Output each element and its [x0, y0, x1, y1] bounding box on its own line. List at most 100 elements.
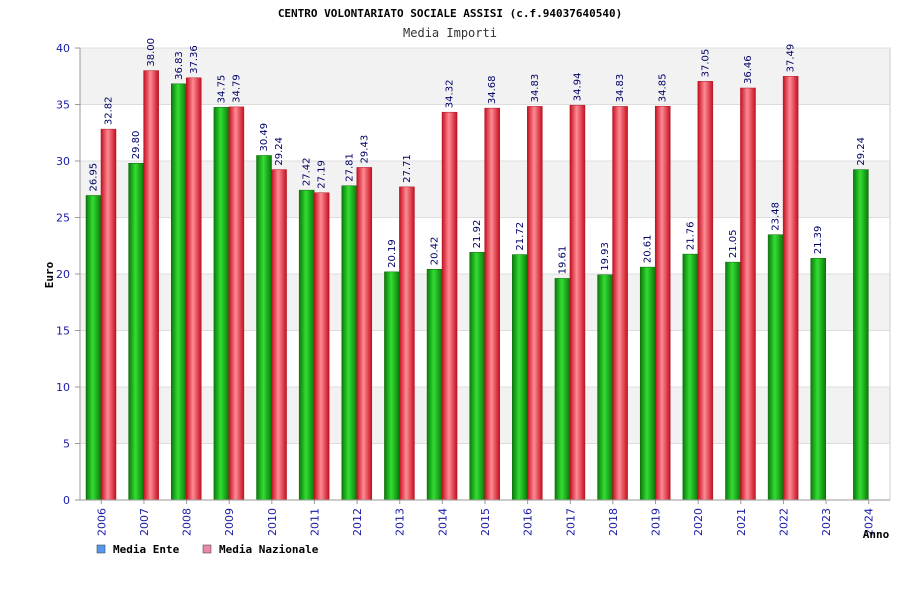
x-tick-label-2020: 2020 — [692, 508, 705, 536]
data-label-ente-2014: 20.42 — [430, 237, 441, 266]
bar-nazionale-2021 — [740, 87, 756, 501]
data-label-ente-2016: 21.72 — [515, 222, 526, 251]
y-tick-label: 10 — [56, 381, 70, 394]
bar-nazionale-2007 — [143, 70, 159, 501]
x-tick-label-2007: 2007 — [138, 508, 151, 536]
bar-nazionale-2022 — [782, 76, 799, 501]
x-tick-label-2013: 2013 — [394, 508, 407, 536]
bar-ente-2011 — [298, 189, 315, 501]
data-label-nazionale-2008: 37.36 — [189, 45, 200, 74]
y-tick-label: 30 — [56, 155, 70, 168]
y-axis-label: Euro — [43, 261, 56, 288]
x-axis-label: Anno — [863, 528, 890, 541]
data-label-ente-2006: 26.95 — [89, 163, 100, 192]
bar-ente-2016 — [512, 254, 528, 501]
bar-nazionale-2006 — [100, 128, 117, 501]
data-label-ente-2020: 21.76 — [685, 221, 696, 250]
y-tick-label: 20 — [56, 268, 70, 281]
x-tick-label-2010: 2010 — [266, 508, 279, 536]
data-label-ente-2024: 29.24 — [856, 137, 867, 166]
y-tick-label: 40 — [56, 42, 70, 55]
bar-nazionale-2020 — [697, 81, 714, 501]
x-tick-label-2014: 2014 — [436, 508, 449, 536]
data-label-nazionale-2011: 27.19 — [317, 160, 328, 189]
data-label-ente-2012: 27.81 — [344, 153, 355, 182]
y-tick-label: 35 — [56, 99, 70, 112]
data-label-ente-2018: 19.93 — [600, 242, 611, 271]
y-tick-label: 15 — [56, 325, 70, 338]
bar-nazionale-2009 — [228, 106, 245, 501]
chart-title: CENTRO VOLONTARIATO SOCIALE ASSISI (c.f.… — [278, 7, 622, 20]
x-tick-label-2019: 2019 — [650, 508, 663, 536]
bar-ente-2012 — [341, 185, 358, 501]
bar-ente-2024 — [853, 169, 869, 501]
x-tick-label-2024: 2024 — [863, 508, 876, 536]
data-label-nazionale-2019: 34.85 — [658, 74, 669, 103]
x-tick-label-2017: 2017 — [564, 508, 577, 536]
bar-ente-2021 — [725, 261, 741, 501]
x-tick-label-2022: 2022 — [777, 508, 790, 536]
y-tick-label: 0 — [63, 494, 70, 507]
data-label-nazionale-2015: 34.68 — [487, 75, 498, 104]
bar-ente-2015 — [469, 252, 485, 501]
bar-nazionale-2019 — [654, 105, 671, 501]
data-label-ente-2007: 29.80 — [131, 131, 142, 160]
bar-nazionale-2010 — [271, 169, 287, 501]
data-label-nazionale-2017: 34.94 — [572, 73, 583, 102]
data-label-ente-2023: 21.39 — [813, 226, 824, 255]
legend-label-ente: Media Ente — [113, 543, 180, 556]
data-label-nazionale-2014: 34.32 — [445, 80, 456, 109]
x-tick-label-2015: 2015 — [479, 508, 492, 536]
bar-ente-2019 — [639, 266, 656, 501]
chart-subtitle: Media Importi — [403, 26, 497, 40]
y-tick-label: 25 — [56, 212, 70, 225]
x-tick-label-2018: 2018 — [607, 508, 620, 536]
x-tick-label-2006: 2006 — [95, 508, 108, 536]
y-axis: 0 5 10 15 20 25 30 35 40 — [56, 42, 81, 507]
legend-label-nazionale: Media Nazionale — [219, 543, 319, 556]
data-label-nazionale-2021: 36.46 — [743, 55, 754, 84]
y-tick-label: 5 — [63, 438, 70, 451]
data-label-nazionale-2012: 29.43 — [359, 135, 370, 164]
legend-swatch-nazionale — [202, 544, 212, 554]
bars: 26.95 32.82 29.80 38.00 36.83 37.36 34.75 34.79… — [85, 38, 869, 501]
data-label-ente-2022: 23.48 — [771, 202, 782, 231]
data-label-nazionale-2009: 34.79 — [231, 74, 242, 103]
bar-ente-2007 — [128, 163, 144, 501]
x-tick-label-2012: 2012 — [351, 508, 364, 536]
x-tick-label-2016: 2016 — [522, 508, 535, 536]
bar-ente-2017 — [554, 278, 571, 501]
data-label-ente-2019: 20.61 — [643, 234, 654, 263]
bar-ente-2020 — [682, 253, 699, 501]
data-label-nazionale-2018: 34.83 — [615, 74, 626, 103]
bar-ente-2013 — [384, 271, 400, 501]
x-tick-label-2011: 2011 — [308, 508, 321, 536]
data-label-ente-2010: 30.49 — [259, 123, 270, 152]
data-label-ente-2009: 34.75 — [216, 75, 227, 104]
data-label-ente-2013: 20.19 — [387, 239, 398, 268]
bar-nazionale-2014 — [441, 111, 458, 501]
data-label-ente-2021: 21.05 — [728, 229, 739, 258]
bar-ente-2010 — [256, 155, 272, 501]
bar-nazionale-2012 — [356, 167, 373, 501]
bar-ente-2014 — [426, 269, 443, 501]
data-label-ente-2011: 27.42 — [302, 158, 313, 187]
data-label-nazionale-2016: 34.83 — [530, 74, 541, 103]
data-label-ente-2008: 36.83 — [174, 51, 185, 80]
bar-nazionale-2016 — [527, 106, 543, 501]
legend: Media Ente Media Nazionale — [96, 543, 319, 556]
bar-ente-2022 — [767, 234, 784, 501]
bar-ente-2006 — [85, 195, 102, 501]
data-label-nazionale-2013: 27.71 — [402, 154, 413, 183]
legend-swatch-ente — [96, 544, 106, 554]
data-label-nazionale-2020: 37.05 — [700, 49, 711, 78]
data-label-nazionale-2006: 32.82 — [104, 96, 115, 125]
bar-nazionale-2017 — [569, 104, 586, 501]
bar-nazionale-2018 — [612, 106, 628, 501]
bar-ente-2009 — [213, 107, 230, 501]
bar-nazionale-2015 — [484, 107, 500, 501]
x-axis: 2006 2007 2008 2009 2010 2011 2012 2013 2014 2015… — [80, 499, 890, 536]
bar-nazionale-2013 — [399, 186, 415, 501]
data-label-ente-2015: 21.92 — [472, 220, 483, 249]
